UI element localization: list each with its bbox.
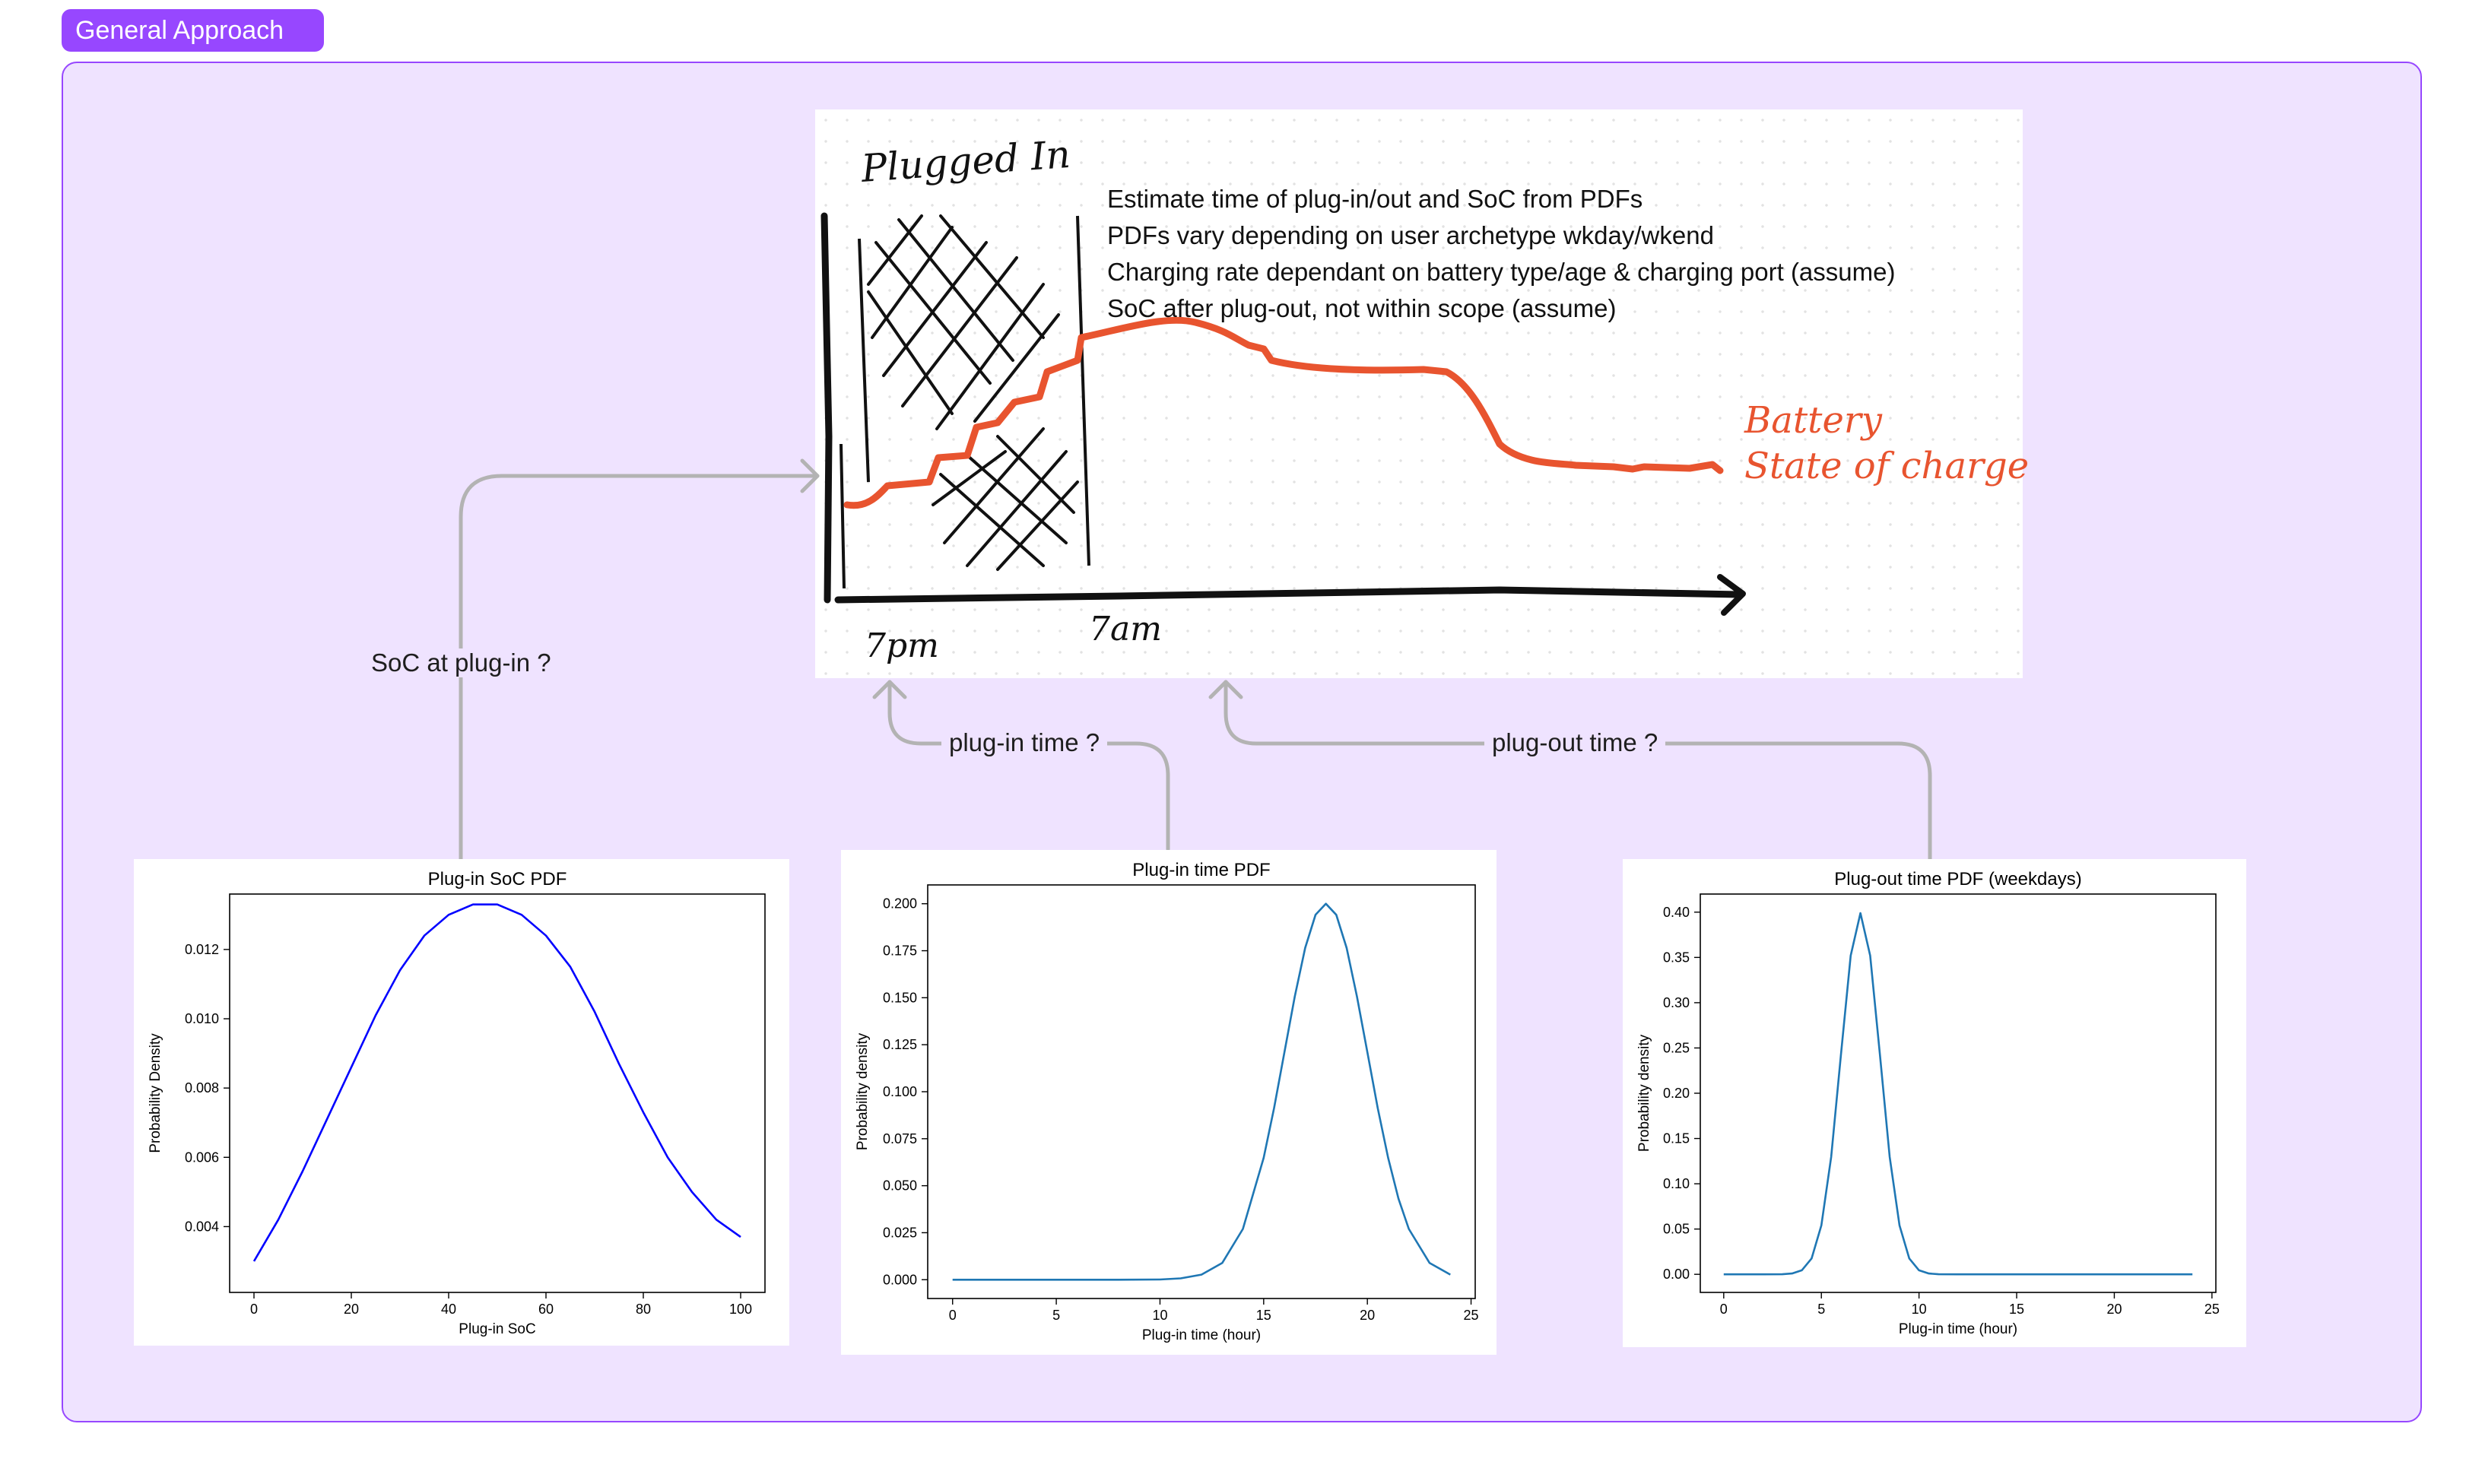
sketch-x-axis (834, 586, 1743, 604)
note-line-1: Estimate time of plug-in/out and SoC fro… (1107, 185, 1643, 213)
x-tick-label: 10 (1152, 1308, 1167, 1323)
x-tick-label: 20 (344, 1302, 359, 1317)
x-tick-7am: 7am (1089, 610, 1162, 648)
chart-title: Plug-out time PDF (weekdays) (1834, 869, 2081, 889)
sketch-y-axis (820, 212, 833, 604)
hatching-lower (932, 427, 1079, 571)
x-tick-label: 0 (250, 1302, 258, 1317)
plot-frame (229, 893, 766, 1293)
y-tick-label: 0.150 (883, 990, 917, 1005)
chart-title: Plug-in time PDF (1132, 860, 1270, 880)
x-tick-label: 0 (949, 1308, 957, 1323)
x-tick-label: 100 (729, 1302, 752, 1317)
y-tick-label: 0.012 (185, 942, 219, 957)
y-tick-label: 0.10 (1663, 1176, 1690, 1191)
series-line (252, 903, 741, 1262)
note-line-2: PDFs vary depending on user archetype wk… (1107, 221, 1714, 249)
chart-card-plugin-time[interactable] (841, 850, 1496, 1355)
y-tick-label: 0.000 (883, 1272, 917, 1287)
x-tick-label: 5 (1817, 1302, 1825, 1317)
note-line-3: Charging rate dependant on battery type/… (1107, 258, 1896, 286)
y-tick-label: 0.125 (883, 1037, 917, 1052)
battery-label-line1: Battery (1744, 399, 1883, 442)
series-line (1723, 912, 2193, 1276)
y-tick-label: 0.05 (1663, 1222, 1690, 1237)
x-tick-7pm: 7pm (865, 626, 939, 665)
chart-plugout-time: Plug-out time PDF (weekdays) 0 5 10 15 20 25 0.… (1636, 869, 2220, 1337)
chart-card-soc[interactable] (134, 859, 789, 1346)
x-axis-label: Plug-in time (hour) (1142, 1327, 1261, 1343)
chart-title: Plug-in SoC PDF (428, 869, 567, 889)
connector-plugout (1224, 680, 1932, 861)
connector-soc (459, 474, 820, 861)
y-tick-label: 0.40 (1663, 905, 1690, 920)
y-tick-label: 0.100 (883, 1084, 917, 1099)
x-tick-label: 0 (1720, 1302, 1728, 1317)
y-tick-label: 0.175 (883, 943, 917, 959)
y-axis-label: Probability Density (148, 1033, 163, 1153)
plugged-in-right-bound (1076, 215, 1090, 566)
battery-label-line2: State of charge (1744, 445, 2029, 487)
x-axis-label: Plug-in SoC (459, 1321, 535, 1337)
y-tick-label: 0.20 (1663, 1086, 1690, 1101)
x-tick-label: 15 (2009, 1302, 2024, 1317)
x-tick-label: 40 (441, 1302, 456, 1317)
y-tick-label: 0.30 (1663, 995, 1690, 1010)
plugged-in-left-bound (858, 238, 870, 483)
series-line (952, 902, 1451, 1281)
y-tick-label: 0.008 (185, 1080, 219, 1096)
connector-plugin-arrow (872, 680, 907, 699)
sketch-card[interactable] (815, 109, 2023, 678)
y-tick-label: 0.00 (1663, 1267, 1690, 1282)
x-tick-label: 80 (636, 1302, 651, 1317)
sketch-x-arrow-head (1717, 574, 1746, 616)
x-axis-label: Plug-in time (hour) (1899, 1321, 2017, 1337)
x-tick-label: 20 (1360, 1308, 1375, 1323)
y-axis-label: Probability density (1636, 1034, 1652, 1152)
connector-plugin (887, 680, 1170, 851)
y-axis-label: Probability density (855, 1032, 871, 1150)
y-tick-label: 0.25 (1663, 1040, 1690, 1055)
soc-curve (843, 316, 1724, 509)
connector-label-soc: SoC at plug-in ? (363, 648, 559, 677)
connector-plugout-arrow (1208, 680, 1243, 699)
y-tick-label: 0.025 (883, 1225, 917, 1240)
x-tick-label: 25 (1464, 1308, 1479, 1323)
note-line-4: SoC after plug-out, not within scope (as… (1107, 294, 1617, 322)
y-tick-label: 0.050 (883, 1178, 917, 1194)
hatching-upper (867, 214, 1060, 430)
connector-soc-arrow (800, 458, 820, 493)
x-tick-label: 20 (2106, 1302, 2122, 1317)
chart-card-plugout-time[interactable] (1623, 859, 2246, 1347)
plot-frame (1700, 893, 2217, 1293)
connector-label-plugout: plug-out time ? (1484, 728, 1666, 757)
section-title[interactable]: General Approach (62, 9, 324, 52)
x-tick-label: 15 (1256, 1308, 1271, 1323)
plot-frame (927, 884, 1476, 1299)
y-tick-label: 0.075 (883, 1131, 917, 1146)
y-tick-label: 0.15 (1663, 1131, 1690, 1146)
x-tick-label: 10 (1912, 1302, 1927, 1317)
y-tick-label: 0.35 (1663, 950, 1690, 965)
y-tick-label: 0.010 (185, 1011, 219, 1026)
sketch-drawing: Plugged In Battery State of charge 7pm 7… (820, 132, 2029, 665)
y-tick-label: 0.006 (185, 1149, 219, 1165)
plugged-in-left-bound-lower (840, 443, 846, 589)
y-tick-label: 0.200 (883, 896, 917, 912)
y-tick-label: 0.004 (185, 1219, 219, 1234)
chart-plugin-time: Plug-in time PDF 0 5 10 15 20 25 0.000 0.025 0.05… (855, 860, 1479, 1343)
connector-label-plugin: plug-in time ? (941, 728, 1108, 757)
x-tick-label: 60 (538, 1302, 554, 1317)
x-tick-label: 5 (1052, 1308, 1060, 1323)
x-tick-label: 25 (2204, 1302, 2220, 1317)
chart-plugin-soc: Plug-in SoC PDF 0 20 40 60 80 100 0.004 0.006 0.0… (148, 869, 766, 1337)
